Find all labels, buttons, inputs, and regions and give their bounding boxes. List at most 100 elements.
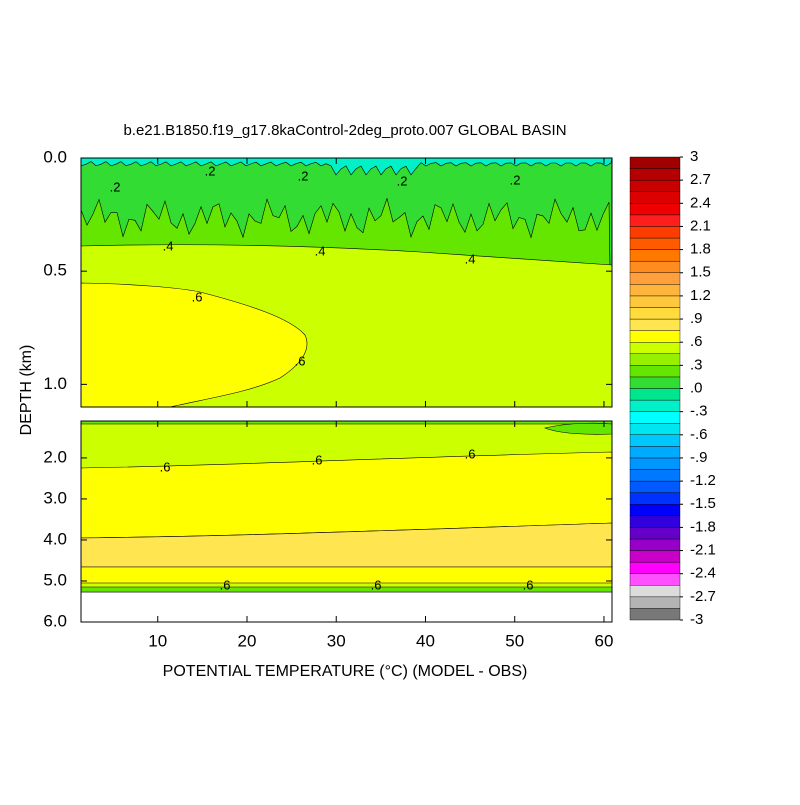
- colorbar-label: 2.1: [690, 217, 711, 234]
- contour-region: [80, 157, 613, 176]
- colorbar-label: 2.4: [690, 194, 711, 211]
- colorbar-box: [629, 284, 681, 297]
- colorbar-label: .3: [690, 356, 703, 373]
- colorbar-label: -.6: [690, 426, 708, 443]
- colorbar-label: -2.7: [690, 588, 716, 605]
- contour-label: .6: [295, 353, 306, 368]
- colorbar-label: -1.8: [690, 518, 716, 535]
- colorbar-box: [629, 203, 681, 216]
- contour-label: .4: [163, 238, 174, 253]
- colorbar-label: -2.4: [690, 565, 716, 582]
- x-tick-label: 30: [327, 631, 346, 650]
- colorbar-box: [629, 596, 681, 609]
- colorbar-box: [629, 434, 681, 447]
- contour-label: .6: [465, 446, 476, 461]
- contour-label: .6: [312, 452, 323, 467]
- y-tick-label: 5.0: [43, 570, 67, 589]
- colorbar-box: [629, 527, 681, 540]
- x-tick-label: 10: [148, 631, 167, 650]
- contour-region: [80, 282, 308, 408]
- colorbar-box: [629, 191, 681, 204]
- colorbar-label: .6: [690, 333, 703, 350]
- contour-label: .2: [298, 168, 309, 183]
- y-tick-label: 0.5: [43, 261, 67, 280]
- colorbar-label: -1.5: [690, 495, 716, 512]
- colorbar-box: [629, 330, 681, 343]
- y-tick-label: 3.0: [43, 488, 67, 507]
- colorbar-box: [629, 411, 681, 424]
- colorbar-label: 1.5: [690, 264, 711, 281]
- colorbar-box: [629, 399, 681, 412]
- contour-region: [80, 522, 613, 568]
- plot-frame: [80, 420, 613, 623]
- contour-label: .2: [110, 179, 121, 194]
- contour-label: .6: [192, 289, 203, 304]
- y-tick-label: 6.0: [43, 611, 67, 630]
- chart-title: b.e21.B1850.f19_g17.8kaControl-2deg_prot…: [123, 122, 566, 139]
- colorbar-box: [629, 469, 681, 482]
- x-axis-label: POTENTIAL TEMPERATURE (°C) (MODEL - OBS): [163, 663, 528, 680]
- contour-label: .6: [371, 577, 382, 592]
- colorbar-box: [629, 492, 681, 505]
- colorbar-box: [629, 318, 681, 331]
- colorbar-box: [629, 179, 681, 192]
- colorbar-label: .0: [690, 379, 703, 396]
- colorbar-label: -3: [690, 611, 703, 628]
- colorbar-box: [629, 585, 681, 598]
- colorbar-box: [629, 550, 681, 563]
- colorbar-box: [629, 214, 681, 227]
- colorbar-label: -1.2: [690, 472, 716, 489]
- plot-frame: [80, 157, 613, 408]
- colorbar-label: 3: [690, 148, 698, 165]
- colorbar-label: 1.2: [690, 287, 711, 304]
- y-tick-label: 2.0: [43, 447, 67, 466]
- x-tick-label: 60: [595, 631, 614, 650]
- colorbar-box: [629, 307, 681, 320]
- colorbar-box: [629, 260, 681, 273]
- colorbar-label: 2.7: [690, 171, 711, 188]
- x-tick-label: 50: [505, 631, 524, 650]
- contour-label: .4: [465, 251, 476, 266]
- colorbar-box: [629, 457, 681, 470]
- colorbar-box: [629, 226, 681, 239]
- colorbar-box: [629, 376, 681, 389]
- x-tick-label: 40: [416, 631, 435, 650]
- colorbar-label: .9: [690, 310, 703, 327]
- colorbar-label: -.9: [690, 449, 708, 466]
- colorbar-box: [629, 515, 681, 528]
- x-tick-label: 20: [238, 631, 257, 650]
- colorbar-label: -2.1: [690, 542, 716, 559]
- colorbar-box: [629, 365, 681, 378]
- contour-label: .4: [315, 243, 326, 258]
- contour-label: .2: [510, 172, 521, 187]
- colorbar-label: 1.8: [690, 241, 711, 258]
- contour-label: .6: [523, 577, 534, 592]
- contour-label: .6: [220, 577, 231, 592]
- colorbar-box: [629, 608, 681, 621]
- contour-label: .6: [160, 459, 171, 474]
- colorbar-box: [629, 168, 681, 181]
- colorbar-box: [629, 504, 681, 517]
- colorbar-box: [629, 156, 681, 169]
- y-tick-label: 1.0: [43, 374, 67, 393]
- colorbar-box: [629, 295, 681, 308]
- y-axis-label: DEPTH (km): [18, 345, 35, 436]
- colorbar-box: [629, 353, 681, 366]
- colorbar-box: [629, 249, 681, 262]
- colorbar-box: [629, 237, 681, 250]
- contour-label: .2: [205, 163, 216, 178]
- colorbar-box: [629, 573, 681, 586]
- contour-label: .2: [397, 173, 408, 188]
- colorbar-box: [629, 342, 681, 354]
- colorbar-box: [629, 388, 681, 401]
- colorbar-label: -.3: [690, 403, 708, 420]
- colorbar-box: [629, 538, 681, 551]
- y-tick-label: 0.0: [43, 147, 67, 166]
- colorbar-box: [629, 480, 681, 493]
- colorbar-box: [629, 423, 681, 436]
- colorbar-box: [629, 446, 681, 459]
- y-tick-label: 4.0: [43, 529, 67, 548]
- colorbar-box: [629, 272, 681, 285]
- colorbar-box: [629, 561, 681, 574]
